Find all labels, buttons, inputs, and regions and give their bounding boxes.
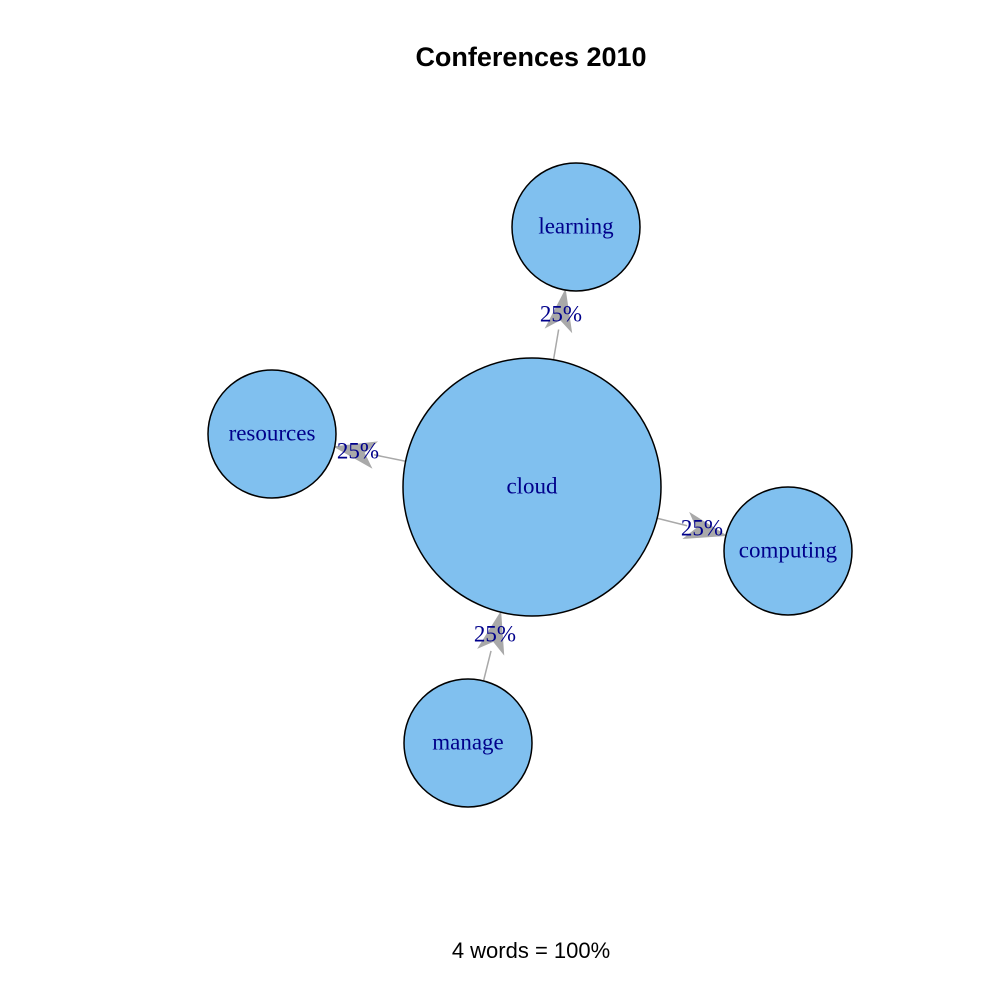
node-label: learning: [538, 213, 614, 238]
node-circle: [402, 357, 662, 617]
edge-arrowhead: [333, 441, 379, 469]
edge-cloud-learning: [544, 288, 573, 360]
node-circle: [723, 486, 853, 616]
edge-label: 25%: [540, 301, 582, 326]
edge-cloud-resources: [333, 441, 406, 469]
edge-arrowhead: [477, 610, 505, 656]
chart-title: Conferences 2010: [415, 42, 647, 72]
node-resources: resources: [207, 369, 337, 499]
edge-arrowhead: [682, 511, 728, 539]
edge-line: [482, 650, 492, 682]
edge-line: [656, 517, 688, 527]
edge-line: [552, 329, 560, 360]
node-cloud: cloud: [402, 357, 662, 617]
node-manage: manage: [403, 678, 533, 808]
edge-cloud-computing: [656, 511, 728, 539]
edge-label: 25%: [474, 621, 516, 646]
edge-label: 25%: [681, 515, 723, 540]
node-label: manage: [432, 729, 504, 754]
edge-arrowhead: [544, 288, 573, 334]
node-learning: learning: [511, 162, 641, 292]
node-label: computing: [739, 537, 838, 562]
edge-label: 25%: [337, 438, 379, 463]
node-computing: computing: [723, 486, 853, 616]
edge-manage-cloud: [477, 610, 505, 682]
node-label: resources: [229, 420, 316, 445]
node-label: cloud: [506, 473, 558, 498]
footer-caption: 4 words = 100%: [451, 938, 611, 963]
node-circle: [511, 162, 641, 292]
edge-line: [373, 454, 406, 462]
node-circle: [207, 369, 337, 499]
node-circle: [403, 678, 533, 808]
